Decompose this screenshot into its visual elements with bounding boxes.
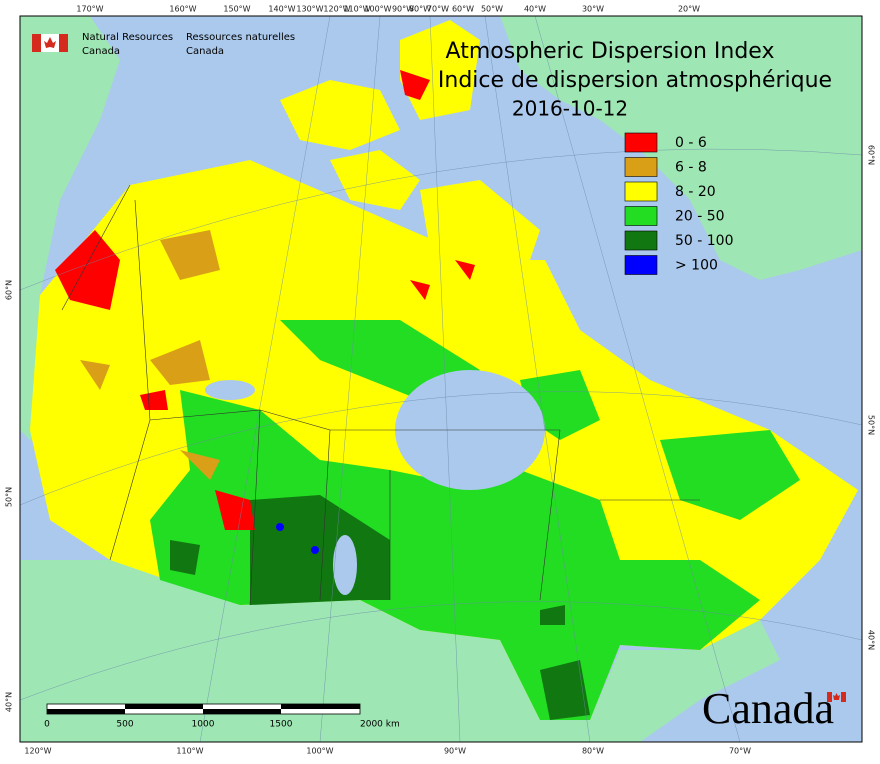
logo-fr: Ressources naturelles — [186, 32, 295, 43]
map-frame — [19, 15, 863, 743]
lon-label-top: 160°W — [169, 5, 196, 14]
scale-label: 500 — [116, 720, 133, 730]
flag-band — [841, 692, 846, 702]
lat-label-left: 60°N — [5, 280, 14, 300]
maple-leaf — [44, 37, 56, 48]
lat-label-left: 50°N — [5, 487, 14, 507]
lon-label-bottom: 100°W — [306, 747, 333, 756]
legend-label: 8 - 20 — [675, 184, 716, 200]
canada-wordmark — [827, 692, 846, 702]
flag-band — [32, 34, 41, 52]
legend-label: > 100 — [675, 258, 718, 274]
lat-label-right: 50°N — [867, 415, 876, 435]
lon-label-top: 140°W — [268, 5, 295, 14]
zone-dark-green — [170, 495, 590, 720]
lon-label-top: 170°W — [76, 5, 103, 14]
lon-label-top: 80°W — [409, 5, 431, 14]
zone-orange — [80, 230, 220, 480]
lon-label-top: 30°W — [582, 5, 604, 14]
lon-label-top: 130°W — [296, 5, 323, 14]
lon-label-top: 100°W — [364, 5, 391, 14]
legend-swatch — [624, 181, 658, 202]
scale-bar — [46, 703, 361, 715]
russia — [20, 16, 120, 300]
lon-label-top: 150°W — [223, 5, 250, 14]
arctic-islands — [280, 20, 600, 370]
legend-label: 50 - 100 — [675, 233, 734, 249]
flag-band — [827, 692, 832, 702]
scale-seg — [125, 704, 203, 709]
lon-label-bottom: 80°W — [582, 747, 604, 756]
zone-blue — [311, 546, 319, 554]
legend-label: 0 - 6 — [675, 135, 707, 151]
legend-swatch — [624, 157, 658, 177]
scale-seg — [203, 709, 281, 714]
lon-label-top: 50°W — [481, 5, 503, 14]
legend-label: 6 - 8 — [675, 160, 707, 176]
legend-swatch — [624, 230, 658, 251]
lake-winnipeg — [333, 535, 357, 595]
lat-label-right: 40°N — [867, 630, 876, 650]
maple-leaf — [833, 693, 840, 700]
nrcan-logo — [32, 34, 68, 52]
usa — [20, 560, 780, 742]
title-date: 2016-10-12 — [512, 97, 628, 121]
lon-label-top: 40°W — [524, 5, 546, 14]
lon-label-bottom: 90°W — [444, 747, 466, 756]
lon-label-top: 60°W — [452, 5, 474, 14]
scale-seg — [47, 709, 125, 714]
scale-seg — [281, 704, 360, 709]
legend-swatch — [624, 132, 658, 153]
legend-swatch — [624, 255, 658, 275]
logo-en: Canada — [82, 46, 120, 57]
title: Atmospheric Dispersion Index — [446, 39, 775, 64]
zone-green — [150, 390, 760, 720]
graticule-lines — [19, 15, 863, 743]
legend: 0 - 6 6 - 8 8 - 20 20 - 50 50 - 100 > 100 — [624, 132, 734, 275]
lat-label-left: 40°N — [5, 692, 14, 712]
lon-label-bottom: 70°W — [729, 747, 751, 756]
greenland — [500, 16, 862, 280]
flag-band — [59, 34, 68, 52]
legend-swatch — [624, 206, 658, 226]
scale-label: 2000 km — [360, 720, 400, 730]
logo-fr: Canada — [186, 46, 224, 57]
scale-label: 1000 — [192, 720, 215, 730]
great-slave-lake — [205, 380, 255, 400]
lon-label-bottom: 120°W — [24, 747, 51, 756]
scale-label: 1500 — [270, 720, 293, 730]
scale-label: 0 — [44, 720, 50, 730]
zone-blue — [276, 523, 284, 531]
title: Indice de dispersion atmosphérique — [438, 68, 832, 93]
lon-label-bottom: 110°W — [176, 747, 203, 756]
lon-label-top: 20°W — [678, 5, 700, 14]
lon-label-top: 90°W — [392, 5, 414, 14]
legend-label: 20 - 50 — [675, 209, 725, 225]
province-borders — [61, 184, 700, 606]
lon-label-top: 110°W — [343, 5, 370, 14]
logo-en: Natural Resources — [82, 32, 173, 43]
lon-label-top: 120°W — [323, 5, 350, 14]
lat-label-right: 60°N — [867, 145, 876, 165]
wordmark: Canada — [702, 684, 834, 733]
lon-label-top: 70°W — [427, 5, 449, 14]
